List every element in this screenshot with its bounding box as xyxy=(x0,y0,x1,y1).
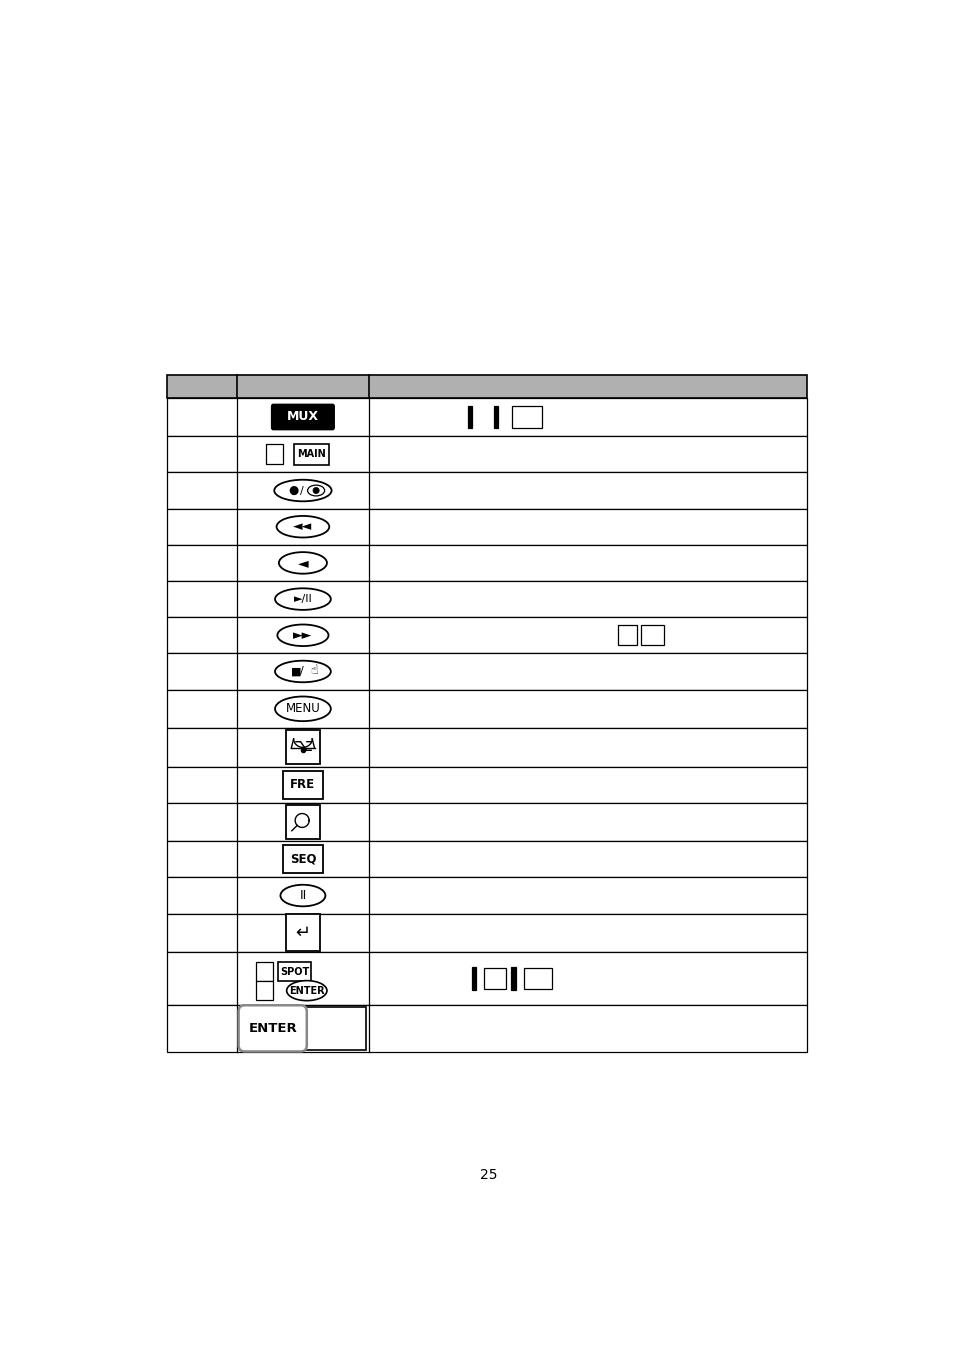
Bar xyxy=(167,913,806,952)
Ellipse shape xyxy=(276,516,329,538)
Bar xyxy=(167,877,806,913)
Text: II: II xyxy=(299,889,306,902)
Bar xyxy=(167,473,806,508)
Ellipse shape xyxy=(277,624,328,646)
Bar xyxy=(167,374,806,397)
Bar xyxy=(167,544,806,581)
Ellipse shape xyxy=(274,661,331,682)
Bar xyxy=(472,967,476,990)
Ellipse shape xyxy=(274,480,332,501)
Ellipse shape xyxy=(274,588,331,609)
Ellipse shape xyxy=(280,885,325,907)
Ellipse shape xyxy=(286,981,327,1001)
Ellipse shape xyxy=(313,488,319,493)
Bar xyxy=(286,731,319,765)
Bar xyxy=(256,981,274,1000)
Bar xyxy=(167,952,806,1005)
Text: SEQ: SEQ xyxy=(290,852,315,866)
Bar xyxy=(256,962,274,981)
Bar xyxy=(493,407,497,428)
Text: ►/II: ►/II xyxy=(294,594,312,604)
Text: MAIN: MAIN xyxy=(296,450,326,459)
Bar xyxy=(167,397,806,436)
Bar xyxy=(167,802,806,842)
Bar xyxy=(617,626,637,646)
Ellipse shape xyxy=(307,485,324,496)
Text: ►►: ►► xyxy=(293,628,313,642)
Bar xyxy=(282,771,323,798)
Text: 25: 25 xyxy=(479,1169,497,1182)
Text: ↵: ↵ xyxy=(295,924,310,942)
Bar xyxy=(286,915,319,951)
Text: ENTER: ENTER xyxy=(289,986,324,996)
Bar xyxy=(167,581,806,617)
Bar xyxy=(167,1005,806,1052)
Bar xyxy=(523,967,551,989)
Bar xyxy=(484,967,505,989)
Bar xyxy=(512,407,541,428)
Bar xyxy=(266,444,282,465)
Bar xyxy=(282,846,323,873)
Text: /: / xyxy=(300,666,304,677)
Ellipse shape xyxy=(278,553,327,574)
Text: ◄: ◄ xyxy=(297,555,308,570)
Text: ☝: ☝ xyxy=(310,665,317,677)
FancyBboxPatch shape xyxy=(238,1005,307,1051)
Bar xyxy=(167,654,806,689)
Bar xyxy=(167,508,806,544)
FancyBboxPatch shape xyxy=(272,405,334,430)
Text: MENU: MENU xyxy=(285,703,320,715)
Bar xyxy=(167,689,806,728)
Bar xyxy=(294,444,329,465)
Bar xyxy=(240,1006,365,1050)
Text: ⌥: ⌥ xyxy=(294,736,313,755)
Bar xyxy=(167,617,806,654)
Bar xyxy=(278,962,311,981)
Bar xyxy=(468,407,472,428)
Text: /: / xyxy=(300,485,304,496)
Bar xyxy=(286,805,319,839)
Bar xyxy=(511,967,516,990)
Bar xyxy=(167,436,806,473)
Text: ■: ■ xyxy=(292,666,302,677)
Text: ●: ● xyxy=(288,484,298,497)
Bar xyxy=(167,728,806,766)
Text: MUX: MUX xyxy=(287,411,318,423)
Text: ◄◄: ◄◄ xyxy=(293,520,313,534)
Text: ⊙: ⊙ xyxy=(308,484,318,497)
Text: SPOT: SPOT xyxy=(279,967,309,977)
Ellipse shape xyxy=(274,697,331,721)
Bar xyxy=(167,766,806,802)
Text: ENTER: ENTER xyxy=(248,1021,296,1035)
Bar xyxy=(167,842,806,877)
Bar xyxy=(640,626,663,646)
Text: FRE: FRE xyxy=(290,778,315,792)
